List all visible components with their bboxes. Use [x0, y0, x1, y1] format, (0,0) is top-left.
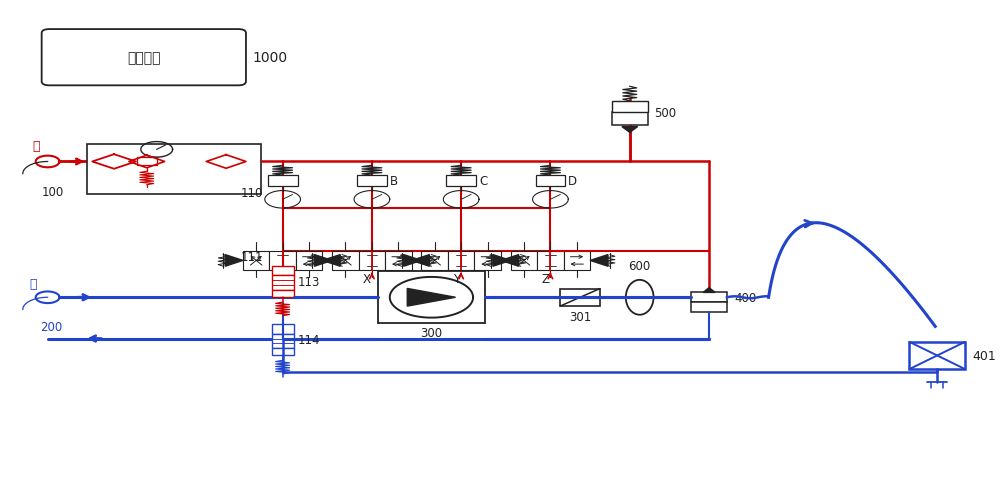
Bar	[564, 252, 590, 270]
Text: C: C	[479, 175, 487, 187]
Bar	[612, 102, 648, 112]
Bar	[272, 266, 294, 276]
Text: 控制系统: 控制系统	[127, 51, 161, 65]
Text: 600: 600	[629, 259, 651, 272]
Bar	[511, 252, 537, 270]
Bar	[272, 276, 294, 290]
Text: 114: 114	[298, 334, 320, 347]
Bar	[137, 157, 157, 166]
Bar	[612, 112, 648, 126]
Polygon shape	[225, 255, 243, 267]
Text: Z: Z	[541, 273, 549, 286]
Bar	[560, 289, 600, 306]
Bar	[269, 252, 296, 270]
Text: 113: 113	[298, 276, 320, 288]
Polygon shape	[404, 255, 421, 267]
Bar	[378, 272, 485, 324]
Text: 110: 110	[241, 187, 263, 200]
Polygon shape	[322, 255, 340, 267]
Bar	[385, 252, 412, 270]
Bar	[909, 342, 965, 369]
Text: Y: Y	[453, 273, 460, 286]
Text: 300: 300	[420, 326, 442, 339]
Bar	[691, 302, 727, 312]
Text: 301: 301	[569, 311, 591, 323]
Bar	[272, 324, 294, 334]
Text: 气: 气	[33, 140, 40, 153]
Bar	[359, 252, 385, 270]
Bar	[243, 252, 269, 270]
Bar	[268, 176, 298, 186]
Polygon shape	[703, 288, 715, 293]
Text: 400: 400	[734, 291, 756, 304]
Polygon shape	[590, 255, 608, 267]
Bar	[691, 293, 727, 302]
Bar	[272, 290, 294, 298]
Bar	[357, 176, 387, 186]
Bar	[87, 144, 261, 195]
Bar	[272, 348, 294, 356]
Polygon shape	[493, 255, 511, 267]
Text: 1000: 1000	[253, 51, 288, 65]
Polygon shape	[622, 127, 638, 133]
Polygon shape	[412, 255, 429, 267]
Bar	[537, 252, 564, 270]
Text: X: X	[363, 273, 371, 286]
Text: 401: 401	[972, 349, 996, 362]
Bar	[272, 334, 294, 348]
Text: 水: 水	[30, 277, 37, 290]
Text: 500: 500	[655, 107, 677, 120]
Bar	[474, 252, 501, 270]
Text: D: D	[568, 175, 577, 187]
Bar	[446, 176, 476, 186]
Text: 111: 111	[241, 250, 263, 263]
Polygon shape	[501, 255, 519, 267]
Bar	[448, 252, 474, 270]
Bar	[536, 176, 565, 186]
Bar	[421, 252, 448, 270]
Bar	[296, 252, 322, 270]
Text: 100: 100	[42, 186, 64, 198]
Polygon shape	[314, 255, 332, 267]
Polygon shape	[407, 289, 456, 306]
Bar	[332, 252, 359, 270]
Text: B: B	[390, 175, 398, 187]
Text: 200: 200	[40, 320, 62, 333]
Ellipse shape	[626, 280, 654, 315]
